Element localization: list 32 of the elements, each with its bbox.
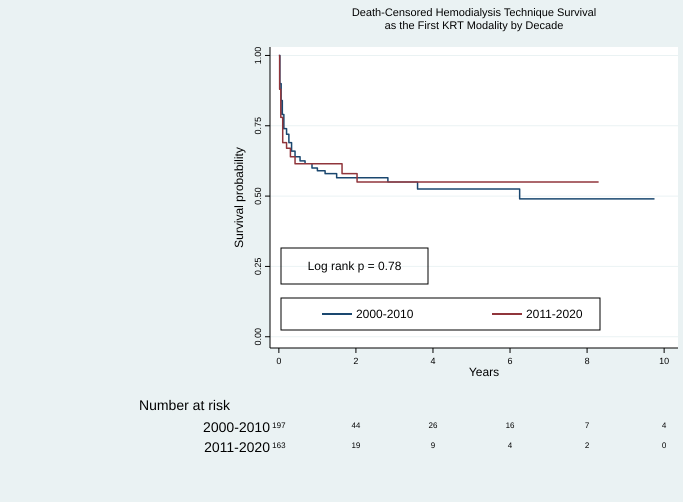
y-tick-label: 0.75 xyxy=(253,117,263,135)
text: 7 xyxy=(584,421,590,430)
legend-label: 2000-2010 xyxy=(356,307,414,321)
text: 26 xyxy=(428,421,438,430)
x-tick-label: 6 xyxy=(508,356,513,366)
text: 4 xyxy=(662,421,667,430)
text: 44 xyxy=(351,421,361,430)
text: 4 xyxy=(508,441,513,450)
text: 197 xyxy=(272,421,286,430)
y-tick-label: 0.50 xyxy=(253,187,263,205)
y-tick-label: 0.25 xyxy=(253,258,263,276)
x-tick-label: 0 xyxy=(276,356,282,366)
x-tick-label: 8 xyxy=(584,356,590,366)
text: 2 xyxy=(584,441,590,450)
x-tick-label: 10 xyxy=(659,356,670,366)
legend-label: 2011-2020 xyxy=(526,307,583,321)
text: 163 xyxy=(272,441,286,450)
text: 19 xyxy=(351,441,361,450)
text: 2000-2010 xyxy=(203,419,270,435)
annotation: Log rank p = 0.78 xyxy=(308,259,402,273)
x-tick-label: 2 xyxy=(353,356,358,366)
y-tick-label: 1.00 xyxy=(253,46,263,64)
x-axis-title: Years xyxy=(468,365,500,379)
text: 0 xyxy=(662,441,667,450)
x-tick-label: 4 xyxy=(430,356,436,366)
y-axis-title: Survival probability xyxy=(232,147,246,248)
text: 9 xyxy=(430,441,436,450)
y-tick-label: 0.00 xyxy=(253,328,263,346)
chart-title: Death-Censored Hemodialysis Technique Survival as the First KRT Modality by Decade xyxy=(352,7,596,32)
text: 16 xyxy=(506,421,516,430)
text: 2011-2020 xyxy=(204,439,270,455)
text: Number at risk xyxy=(138,397,231,413)
